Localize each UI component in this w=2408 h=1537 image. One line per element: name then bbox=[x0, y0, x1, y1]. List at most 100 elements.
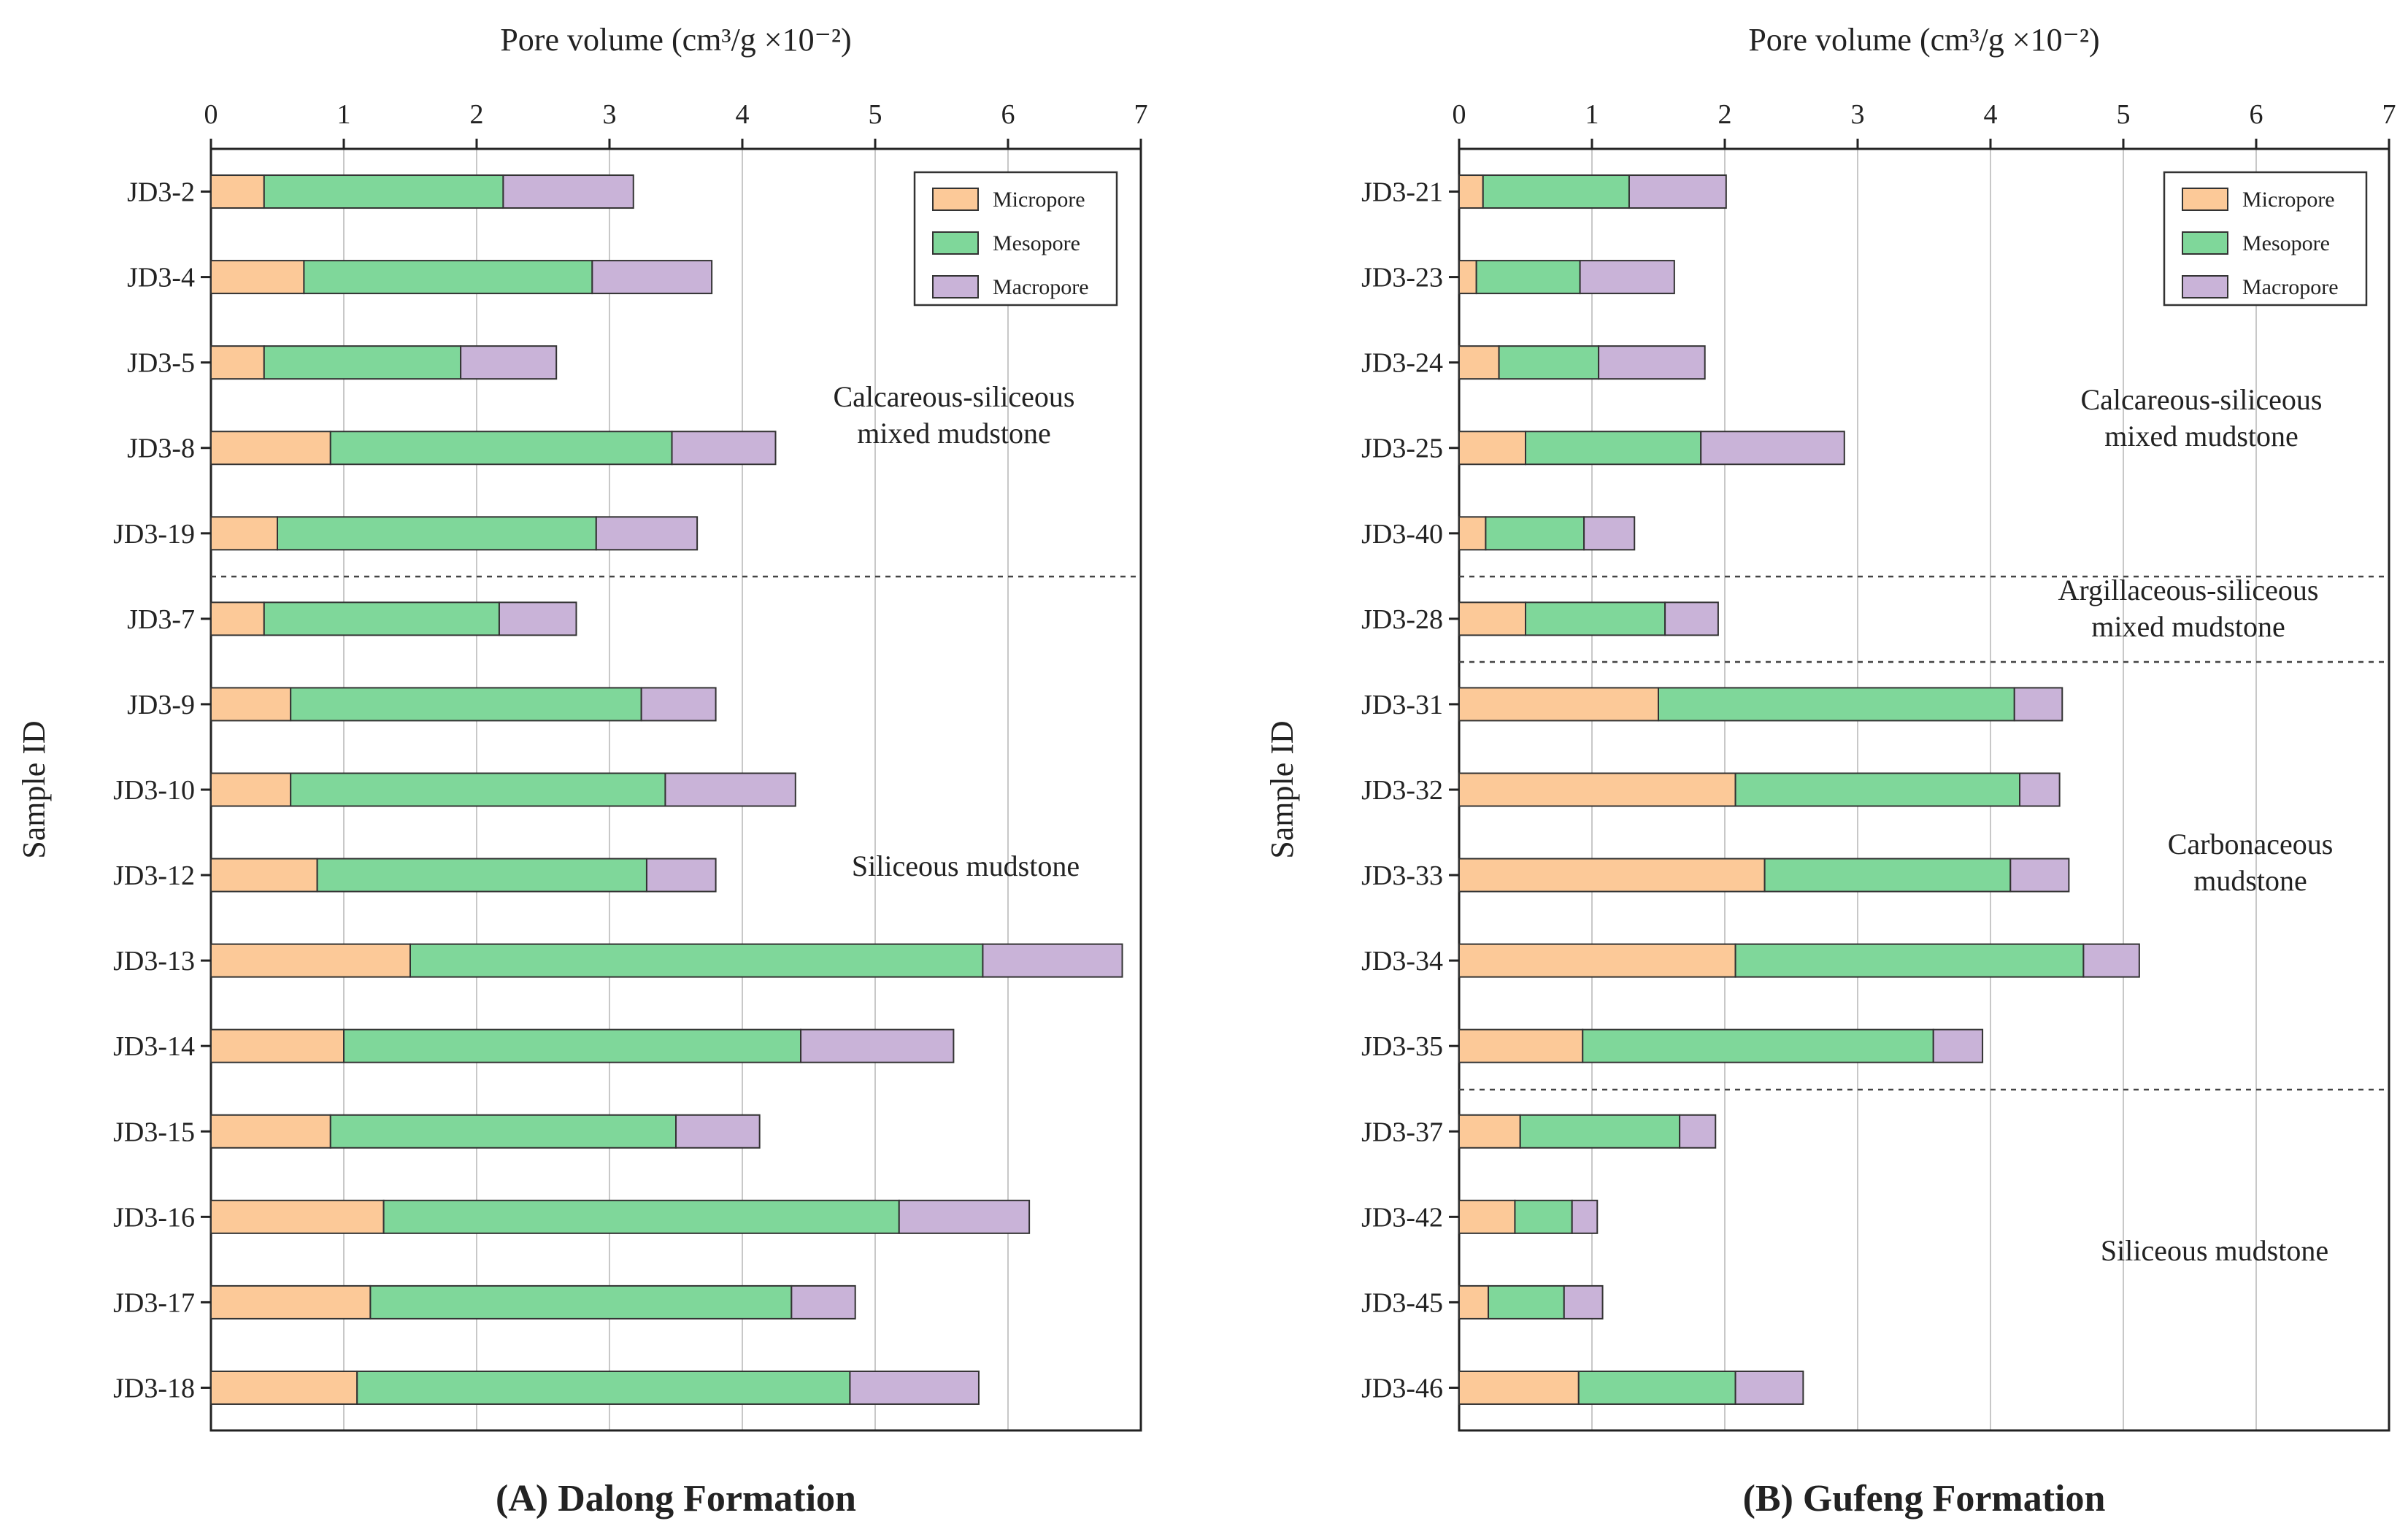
legend: Micropore Mesopore Macropore bbox=[913, 171, 1118, 307]
bar-segment-micropore bbox=[1458, 174, 1484, 209]
y-tick-label: JD3-16 bbox=[113, 1202, 195, 1233]
bar-segment-macropore bbox=[671, 431, 777, 466]
bar-segment-mesopore bbox=[369, 1284, 793, 1320]
bar-segment-micropore bbox=[1458, 1370, 1580, 1405]
bar-segment-micropore bbox=[1458, 345, 1500, 380]
bar-segment-macropore bbox=[898, 1199, 1031, 1234]
bar-segment-macropore bbox=[640, 687, 717, 722]
bar-segment-micropore bbox=[1458, 1028, 1584, 1063]
legend-swatch bbox=[2182, 231, 2228, 255]
bar-segment-macropore bbox=[1571, 1199, 1599, 1234]
y-tick-label: JD3-24 bbox=[1361, 348, 1443, 379]
bar-segment-mesopore bbox=[1734, 943, 2085, 978]
x-tick-label: 1 bbox=[337, 99, 351, 130]
y-tick-label: JD3-25 bbox=[1361, 434, 1443, 464]
bar-segment-micropore bbox=[210, 345, 265, 380]
y-tick-label: JD3-14 bbox=[113, 1031, 195, 1062]
panel-title: (A) Dalong Formation bbox=[496, 1478, 856, 1519]
bar-segment-micropore bbox=[1458, 687, 1659, 722]
bar-segment-mesopore bbox=[1582, 1028, 1934, 1063]
bar-segment-micropore bbox=[1458, 601, 1526, 636]
bar-segment-macropore bbox=[2013, 687, 2063, 722]
legend: Micropore Mesopore Macropore bbox=[2163, 171, 2368, 307]
bar-segment-mesopore bbox=[409, 943, 984, 978]
legend-swatch bbox=[2182, 275, 2228, 298]
bar-segment-macropore bbox=[800, 1028, 955, 1063]
bar-segment-micropore bbox=[1458, 1114, 1521, 1149]
bar-segment-macropore bbox=[1679, 1114, 1717, 1149]
group-label: Argillaceous-siliceous mixed mudstone bbox=[2058, 574, 2319, 643]
group-label-line: Calcareous-siliceous bbox=[2081, 383, 2323, 416]
bar-segment-macropore bbox=[664, 772, 796, 807]
group-label-line: Calcareous-siliceous bbox=[834, 380, 1075, 413]
y-axis-title: Sample ID bbox=[1264, 720, 1300, 858]
bar-segment-mesopore bbox=[382, 1199, 900, 1234]
group-label: Siliceous mudstone bbox=[852, 850, 1080, 882]
x-tick-label: 6 bbox=[2250, 99, 2263, 130]
y-tick-label: JD3-40 bbox=[1361, 519, 1443, 550]
x-tick-label: 4 bbox=[1984, 99, 1998, 130]
y-tick-label: JD3-7 bbox=[127, 604, 195, 635]
x-axis-title: Pore volume (cm³/g ×10⁻²) bbox=[1748, 22, 2099, 58]
y-tick-label: JD3-4 bbox=[127, 263, 195, 293]
y-tick-label: JD3-37 bbox=[1361, 1117, 1443, 1147]
y-tick-label: JD3-5 bbox=[127, 348, 195, 379]
group-label: Calcareous-siliceous mixed mudstone bbox=[834, 380, 1075, 450]
legend-label: Macropore bbox=[993, 275, 1089, 299]
bar-segment-macropore bbox=[1700, 431, 1845, 466]
bar-segment-micropore bbox=[1458, 772, 1736, 807]
bar-segment-micropore bbox=[1458, 858, 1766, 893]
bar-segment-macropore bbox=[1628, 174, 1727, 209]
bar-segment-macropore bbox=[498, 601, 577, 636]
bar-segment-mesopore bbox=[263, 345, 462, 380]
legend-label: Micropore bbox=[2242, 188, 2335, 212]
bar-segment-mesopore bbox=[343, 1028, 802, 1063]
panel-title: (B) Gufeng Formation bbox=[1743, 1478, 2106, 1519]
group-label-line: Carbonaceous bbox=[2168, 828, 2334, 860]
x-tick-label: 0 bbox=[1453, 99, 1466, 130]
bar-segment-micropore bbox=[1458, 431, 1526, 466]
group-label-line: mudstone bbox=[2193, 864, 2307, 897]
group-label-line: mixed mudstone bbox=[2104, 420, 2299, 452]
bar-segment-macropore bbox=[591, 260, 713, 295]
group-label-line: Siliceous mudstone bbox=[2101, 1234, 2328, 1267]
bar-segment-mesopore bbox=[356, 1370, 851, 1405]
x-tick-label: 3 bbox=[1851, 99, 1865, 130]
bar-segment-mesopore bbox=[303, 260, 593, 295]
group-label: Carbonaceous mudstone bbox=[2168, 828, 2334, 897]
x-tick-label: 2 bbox=[1718, 99, 1732, 130]
bar-segment-macropore bbox=[849, 1370, 980, 1405]
panel-b-gufeng: 0 1 2 3 4 5 6 7 Pore volume (cm³/g ×10⁻²) Sample … bbox=[1264, 22, 2396, 1519]
bar-segment-mesopore bbox=[1658, 687, 2015, 722]
legend-swatch bbox=[932, 231, 979, 255]
bar-segment-macropore bbox=[1664, 601, 1719, 636]
x-tick-label: 3 bbox=[603, 99, 617, 130]
bar-segment-macropore bbox=[2019, 772, 2061, 807]
x-tick-label: 6 bbox=[1001, 99, 1015, 130]
group-label-line: Siliceous mudstone bbox=[852, 850, 1080, 882]
bar-segment-mesopore bbox=[1475, 260, 1581, 295]
bar-segment-micropore bbox=[210, 516, 278, 551]
y-tick-label: JD3-35 bbox=[1361, 1031, 1443, 1062]
bar-segment-micropore bbox=[210, 174, 265, 209]
y-tick-label: JD3-34 bbox=[1361, 946, 1443, 976]
y-tick-label: JD3-31 bbox=[1361, 690, 1443, 720]
bar-segment-micropore bbox=[210, 1199, 385, 1234]
y-tick-label: JD3-18 bbox=[113, 1373, 195, 1403]
bar-segment-micropore bbox=[210, 1114, 331, 1149]
x-tick-label: 0 bbox=[204, 99, 218, 130]
y-tick-label: JD3-21 bbox=[1361, 177, 1443, 208]
x-tick-label: 5 bbox=[2117, 99, 2131, 130]
bar-segment-mesopore bbox=[290, 772, 666, 807]
bar-segment-micropore bbox=[210, 943, 411, 978]
bar-segment-micropore bbox=[210, 1028, 345, 1063]
group-label-line: Argillaceous-siliceous bbox=[2058, 574, 2319, 606]
group-label-line: mixed mudstone bbox=[857, 417, 1051, 450]
bar-segment-macropore bbox=[2009, 858, 2070, 893]
y-axis-title: Sample ID bbox=[16, 720, 52, 858]
y-tick-label: JD3-45 bbox=[1361, 1287, 1443, 1318]
bar-segment-micropore bbox=[1458, 1199, 1516, 1234]
bar-segment-macropore bbox=[502, 174, 634, 209]
bar-segment-micropore bbox=[1458, 943, 1736, 978]
